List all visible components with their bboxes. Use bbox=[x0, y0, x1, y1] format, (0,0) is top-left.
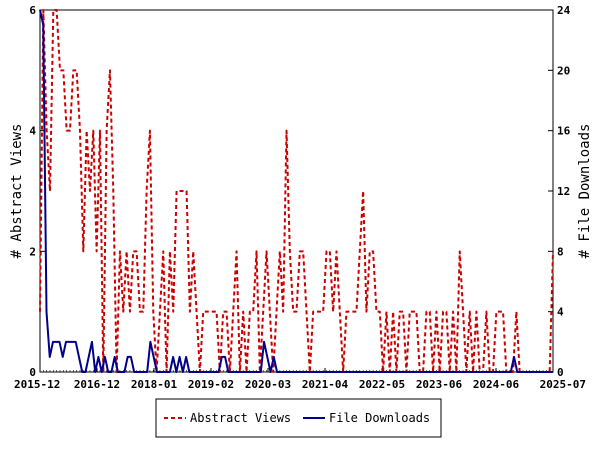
y-tick-label: 2 bbox=[29, 245, 36, 258]
legend-label-file-downloads: File Downloads bbox=[329, 411, 430, 425]
y2-tick-label: 24 bbox=[557, 4, 571, 17]
x-tick-label: 2019-02 bbox=[188, 378, 234, 391]
y2-tick-label: 8 bbox=[557, 245, 564, 258]
x-axis-ticks: 2015-12 2016-12 2018-01 2019-02 2020-03 2021-… bbox=[14, 368, 586, 391]
x-tick-label: 2018-01 bbox=[131, 378, 178, 391]
y-tick-label: 6 bbox=[29, 4, 36, 17]
right-axis-ticks: 0 4 8 12 16 20 24 bbox=[548, 4, 571, 379]
x-tick-label: 2022-05 bbox=[359, 378, 405, 391]
x-tick-label: 2024-06 bbox=[473, 378, 520, 391]
y2-tick-label: 4 bbox=[557, 306, 564, 319]
legend-box bbox=[155, 398, 442, 438]
series-layer bbox=[39, 9, 554, 373]
y-axis-title: # Abstract Views bbox=[9, 124, 25, 259]
y2-tick-label: 0 bbox=[557, 366, 564, 379]
legend: Abstract Views File Downloads bbox=[155, 398, 442, 438]
x-tick-label: 2023-06 bbox=[416, 378, 463, 391]
series-line-abstract-views bbox=[39, 9, 554, 373]
y-tick-label: 0 bbox=[29, 366, 36, 379]
y-tick-label: 4 bbox=[29, 125, 36, 138]
y2-tick-label: 20 bbox=[557, 64, 570, 77]
y2-tick-label: 12 bbox=[557, 185, 570, 198]
legend-label-abstract-views: Abstract Views bbox=[190, 411, 291, 425]
x-tick-label: 2025-07 bbox=[540, 378, 586, 391]
x-tick-label: 2015-12 bbox=[14, 378, 60, 391]
x-tick-label: 2016-12 bbox=[74, 378, 120, 391]
y2-tick-label: 16 bbox=[557, 125, 571, 138]
x-tick-label: 2021-04 bbox=[302, 378, 349, 391]
x-tick-label: 2020-03 bbox=[245, 378, 291, 391]
y2-axis-title: # File Downloads bbox=[577, 124, 593, 259]
series-line-file-downloads bbox=[39, 9, 553, 373]
